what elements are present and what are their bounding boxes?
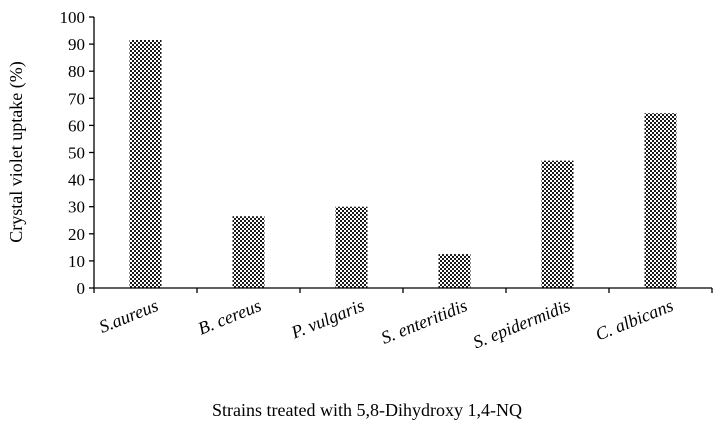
- x-tick-label-4: S. epidermidis: [470, 295, 573, 352]
- x-axis-title: Strains treated with 5,8-Dihydroxy 1,4-N…: [212, 400, 522, 420]
- x-tick-label-2: P. vulgaris: [287, 295, 367, 343]
- y-tick-label-7: 70: [68, 89, 85, 108]
- y-tick-label-8: 80: [68, 62, 85, 81]
- y-tick-label-9: 90: [68, 35, 85, 54]
- y-tick-label-5: 50: [68, 144, 85, 163]
- x-tick-label-1: B. cereus: [195, 295, 264, 338]
- y-tick-label-1: 10: [68, 252, 85, 271]
- bar-0: [129, 40, 162, 288]
- y-tick-label-6: 60: [68, 116, 85, 135]
- y-axis-title: Crystal violet uptake (%): [6, 61, 27, 242]
- bar-5: [644, 113, 677, 288]
- y-tick-label-2: 20: [68, 225, 85, 244]
- x-tick-label-0: S.aureus: [96, 295, 161, 337]
- y-tick-label-0: 0: [77, 279, 86, 298]
- y-tick-label-10: 100: [60, 8, 86, 27]
- bar-3: [438, 254, 471, 288]
- y-tick-label-4: 40: [68, 171, 85, 190]
- x-tick-label-3: S. enteritidis: [378, 295, 470, 348]
- bars-group: [129, 40, 677, 288]
- x-tick-label-5: C. albicans: [592, 295, 676, 344]
- bar-2: [335, 206, 368, 288]
- bar-4: [541, 160, 574, 288]
- bar-1: [232, 216, 265, 288]
- y-tick-label-3: 30: [68, 198, 85, 217]
- y-axis: 0 10 20 30 40 50 60 70 80 90 100: [60, 8, 95, 298]
- x-axis: S.aureus B. cereus P. vulgaris S. enteritid…: [93, 287, 713, 352]
